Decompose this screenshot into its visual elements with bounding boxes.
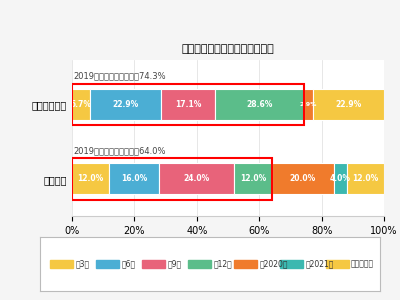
Bar — [142, 260, 165, 268]
Bar — [90, 89, 161, 120]
Bar — [161, 89, 214, 120]
Bar — [72, 163, 110, 194]
Text: 4.0%: 4.0% — [330, 174, 351, 183]
Bar — [304, 89, 313, 120]
Text: 22.9%: 22.9% — [112, 100, 139, 109]
Bar — [72, 158, 272, 200]
Bar — [346, 163, 384, 194]
Bar — [72, 89, 90, 120]
Text: 2019年中に達成したい　64.0%: 2019年中に達成したい 64.0% — [74, 146, 166, 155]
Bar — [96, 260, 119, 268]
Text: ～9月: ～9月 — [168, 260, 182, 268]
Text: 12.0%: 12.0% — [240, 174, 266, 183]
Text: わからない: わからない — [351, 260, 374, 268]
Bar — [313, 89, 384, 120]
Text: ～6月: ～6月 — [122, 260, 136, 268]
Bar — [50, 260, 73, 268]
Bar — [326, 260, 348, 268]
Bar — [272, 163, 334, 194]
Bar — [214, 89, 304, 120]
Bar — [234, 260, 257, 268]
Text: 22.9%: 22.9% — [336, 100, 362, 109]
Text: ～3月: ～3月 — [76, 260, 90, 268]
Text: 20.0%: 20.0% — [290, 174, 316, 183]
Text: ～2020年: ～2020年 — [259, 260, 288, 268]
Bar — [110, 163, 159, 194]
Bar — [280, 260, 303, 268]
Text: ～2021年: ～2021年 — [305, 260, 334, 268]
Text: ～12月: ～12月 — [214, 260, 232, 268]
Text: 28.6%: 28.6% — [246, 100, 272, 109]
Text: 16.0%: 16.0% — [121, 174, 148, 183]
Bar — [234, 163, 272, 194]
Bar — [334, 163, 346, 194]
Text: 17.1%: 17.1% — [175, 100, 201, 109]
Bar — [188, 260, 211, 268]
Text: 2.9%: 2.9% — [300, 102, 317, 107]
Bar — [72, 84, 304, 125]
Text: 12.0%: 12.0% — [352, 174, 378, 183]
Bar — [159, 163, 234, 194]
Text: 24.0%: 24.0% — [184, 174, 210, 183]
Text: 12.0%: 12.0% — [78, 174, 104, 183]
Text: 5.7%: 5.7% — [70, 100, 91, 109]
Text: 2019年中に達成したい　74.3%: 2019年中に達成したい 74.3% — [74, 72, 166, 81]
Title: 目標の達成のためにかける期間: 目標の達成のためにかける期間 — [182, 44, 274, 54]
